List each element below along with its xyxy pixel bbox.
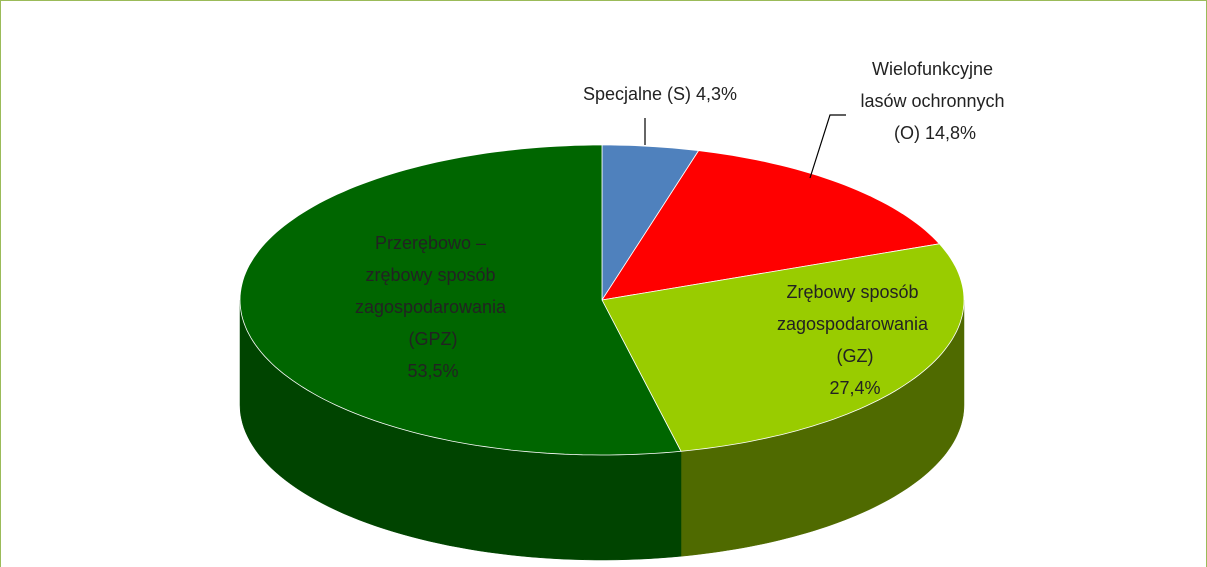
- label-line: zagospodarowania: [355, 297, 511, 317]
- category-label: Zrębowy sposób zagospodarowania (GZ): [777, 282, 933, 366]
- leader-line: [809, 114, 846, 179]
- data-label: Wielofunkcyjne lasów ochronnych (O) 14,8%: [860, 59, 1009, 143]
- label-line: Specjalne (S): [583, 84, 691, 104]
- value-label: 53,5%: [407, 361, 458, 381]
- label-line: zagospodarowania: [777, 314, 933, 334]
- label-line: Przerębowo –: [375, 233, 491, 253]
- category-label: Specjalne (S): [583, 84, 691, 104]
- value-label: 14,8%: [925, 123, 976, 143]
- data-label: Zrębowy sposób zagospodarowania (GZ) 27,4…: [777, 282, 933, 398]
- label-line: Zrębowy sposób: [786, 282, 923, 302]
- value-label: 27,4%: [829, 378, 880, 398]
- category-label: Wielofunkcyjne lasów ochronnych (O): [860, 59, 1009, 143]
- data-label: Przerębowo – zrębowy sposób zagospodarow…: [355, 233, 511, 381]
- pie-slice: [601, 144, 700, 302]
- label-line: Wielofunkcyjne: [872, 59, 998, 79]
- pie-slice: [239, 144, 682, 456]
- data-labels: Specjalne (S) 4,3% Wielofunkcyjne lasów oc…: [355, 59, 1010, 398]
- pie-slice: [601, 243, 965, 452]
- pie-tops: [239, 144, 965, 456]
- label-line: (GZ): [837, 346, 874, 366]
- label-line: (O): [894, 123, 920, 143]
- label-line: zrębowy sposób: [365, 265, 500, 285]
- label-line: lasów ochronnych: [860, 91, 1009, 111]
- pie-slice: [601, 150, 941, 301]
- label-line: (GPZ): [409, 329, 458, 349]
- data-label: Specjalne (S) 4,3%: [583, 84, 737, 104]
- value-label: 4,3%: [696, 84, 737, 104]
- category-label: Przerębowo – zrębowy sposób zagospodarow…: [355, 233, 511, 349]
